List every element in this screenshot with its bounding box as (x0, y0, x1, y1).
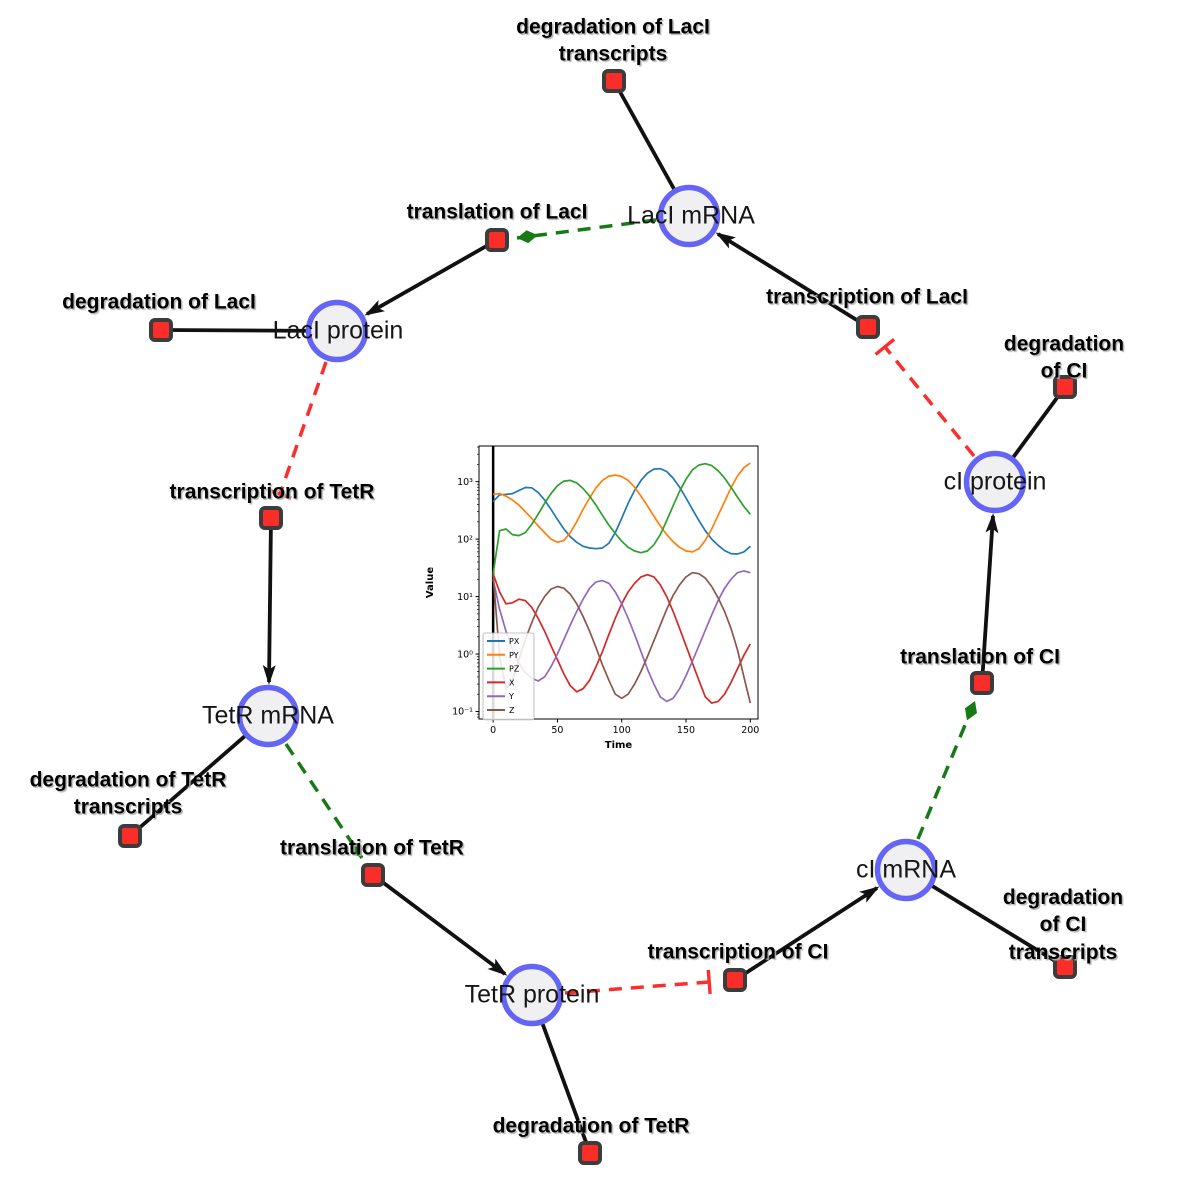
chart-legend: PX PY PZ XYZ (482, 632, 535, 721)
svg-text:100: 100 (613, 725, 631, 736)
svg-text:Y: Y (508, 692, 514, 701)
svg-text:50: 50 (551, 725, 563, 736)
svg-text:200: 200 (741, 725, 759, 736)
edge-translation-ci-to-protein (980, 513, 999, 684)
reaction-node-translation-laci[interactable] (485, 228, 509, 252)
edge-laci-mrna-modifier-translation (516, 218, 657, 244)
edge-transcription-laci-to-mrna (715, 232, 870, 329)
edge-transcription-tetr-to-mrna (262, 517, 276, 685)
species-node-laci-protein[interactable] (305, 299, 369, 363)
chart-y-axis: 10³ 10² 10¹ 10⁰ 10⁻¹ Value (425, 446, 479, 718)
edge-ci-mrna-modifier-translation (916, 700, 977, 840)
species-node-tetr-protein[interactable] (500, 963, 564, 1027)
edge-tetr-mrna-modifier-translation (284, 743, 364, 859)
edge-translation-tetr-to-protein (371, 873, 508, 976)
svg-text:PX: PX (509, 637, 520, 646)
svg-text:10²: 10² (457, 534, 473, 545)
edge-laci-protein-inhibits-transcription-tetr (268, 361, 328, 500)
species-node-ci-mrna[interactable] (874, 838, 938, 902)
edge-ci-protein-inhibits-transcription-laci (874, 337, 976, 458)
chart-series-Z (492, 571, 752, 704)
reaction-node-transcription-ci[interactable] (723, 968, 747, 992)
chart-series-PZ (492, 462, 751, 574)
reaction-node-degradation-tetr-transcripts[interactable] (118, 824, 142, 848)
inset-chart: 0 50 100 150 200Time10³10²10¹10⁰10⁻¹ValuePXP… (420, 433, 776, 767)
reaction-node-transcription-laci[interactable] (856, 315, 880, 339)
svg-text:10⁻¹: 10⁻¹ (452, 707, 473, 718)
reaction-node-degradation-tetr[interactable] (578, 1141, 602, 1165)
svg-text:10¹: 10¹ (457, 592, 473, 603)
chart-series-PX (492, 467, 751, 555)
species-node-laci-mrna[interactable] (657, 184, 721, 248)
reaction-node-degradation-ci-transcripts[interactable] (1053, 955, 1077, 979)
svg-text:10⁰: 10⁰ (457, 649, 473, 660)
svg-text:PY: PY (509, 651, 519, 660)
edge-tetr-protein-inhibits-transcription-ci (564, 969, 712, 995)
svg-text:150: 150 (677, 725, 695, 736)
chart-series (492, 462, 752, 704)
svg-text:0: 0 (490, 725, 496, 736)
reaction-node-translation-tetr[interactable] (361, 863, 385, 887)
nodes (118, 69, 1077, 1165)
svg-text:PZ: PZ (509, 665, 520, 674)
svg-text:X: X (509, 678, 515, 687)
chart-ylabel: Value (425, 567, 436, 598)
reaction-node-degradation-laci-transcripts[interactable] (602, 69, 626, 93)
reaction-node-degradation-laci[interactable] (149, 318, 173, 342)
svg-text:Z: Z (509, 706, 515, 715)
chart-series-Y (492, 570, 751, 703)
reaction-node-translation-ci[interactable] (970, 671, 994, 695)
reaction-node-degradation-ci[interactable] (1053, 375, 1077, 399)
species-node-tetr-mrna[interactable] (236, 684, 300, 748)
svg-text:10³: 10³ (457, 477, 473, 488)
chart-spines (478, 445, 759, 720)
chart-xlabel: Time (605, 740, 633, 751)
reaction-node-transcription-tetr[interactable] (259, 506, 283, 530)
edge-translation-laci-to-protein (364, 238, 498, 316)
chart-series-PY (492, 462, 751, 553)
edge-transcription-ci-to-mrna (733, 886, 880, 982)
chart-x-axis: 0 50 100 150 200 Time (490, 719, 759, 751)
species-node-ci-protein[interactable] (963, 450, 1027, 514)
